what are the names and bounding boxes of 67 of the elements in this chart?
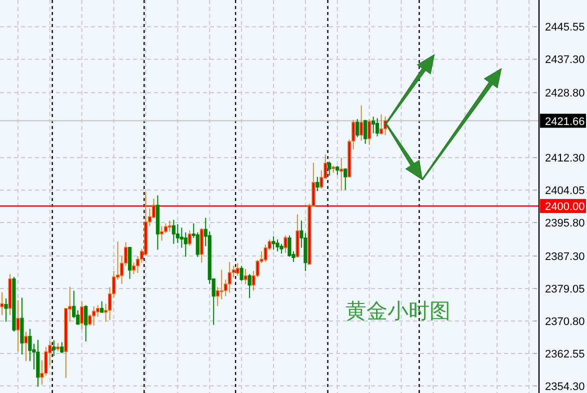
candlestick [379, 114, 384, 136]
candlestick [164, 222, 168, 234]
candlestick [240, 265, 244, 282]
candlestick [340, 157, 344, 192]
candlestick [4, 298, 8, 322]
ref-line-label: 2421.66 [545, 116, 585, 128]
candlestick [188, 230, 192, 246]
candlestick [108, 286, 112, 321]
candlestick [104, 303, 108, 322]
candlestick [312, 162, 316, 208]
y-tick-label: 2428.80 [545, 88, 585, 100]
candlestick [92, 306, 96, 326]
y-tick-label: 2370.80 [545, 316, 585, 328]
candlestick [176, 224, 180, 244]
candlestick [364, 119, 368, 144]
y-tick-label: 2412.30 [545, 152, 585, 165]
candlestick [212, 278, 216, 326]
candlestick [68, 286, 72, 322]
candlestick [172, 219, 176, 244]
candlestick [232, 265, 236, 278]
candlestick [276, 238, 280, 252]
candlestick [72, 290, 76, 319]
candlestick [244, 268, 248, 284]
candlestick [336, 165, 340, 176]
candlestick [360, 104, 364, 142]
y-tick-label: 2445.55 [545, 22, 585, 34]
y-tick-label: 2387.30 [545, 251, 585, 264]
y-tick-label: 2437.30 [545, 54, 585, 66]
candlestick [356, 118, 360, 138]
candlestick [352, 119, 356, 150]
y-tick-label: 2395.80 [545, 218, 585, 230]
y-tick-label: 2354.30 [545, 380, 585, 393]
candlestick [272, 236, 276, 250]
candlestick [80, 300, 84, 330]
candlestick [196, 232, 200, 258]
candlestick [300, 220, 304, 248]
candlestick [24, 331, 28, 362]
candlestick [220, 269, 224, 300]
y-tick-label: 2362.55 [545, 348, 585, 360]
candlestick [60, 342, 64, 354]
candlestick [376, 118, 380, 137]
candlestick [16, 300, 20, 352]
candlestick [372, 116, 376, 134]
candlestick [320, 170, 324, 190]
candlestick [248, 274, 252, 299]
candlestick [184, 232, 188, 258]
candlestick [40, 360, 44, 386]
candlestick [316, 176, 320, 192]
candlestick [236, 262, 240, 276]
candlestick [344, 168, 348, 190]
candlestick [328, 161, 332, 176]
candlestick [0, 292, 4, 316]
candlestick [28, 328, 32, 362]
candlestick [128, 246, 132, 280]
ref-line-label: 2400.00 [545, 201, 585, 214]
candlestick [280, 243, 284, 254]
y-tick-label: 2379.05 [545, 283, 585, 296]
y-tick-label: 2404.05 [545, 185, 585, 198]
candlestick [284, 235, 288, 254]
candlestick [160, 226, 164, 242]
candlestick [84, 304, 88, 342]
annotation: 黄金小时图 [346, 300, 450, 323]
candlestick [368, 118, 372, 146]
candlestick [228, 261, 232, 294]
candlestick [148, 208, 152, 227]
candlestick [52, 340, 56, 356]
candlestick [152, 198, 156, 219]
